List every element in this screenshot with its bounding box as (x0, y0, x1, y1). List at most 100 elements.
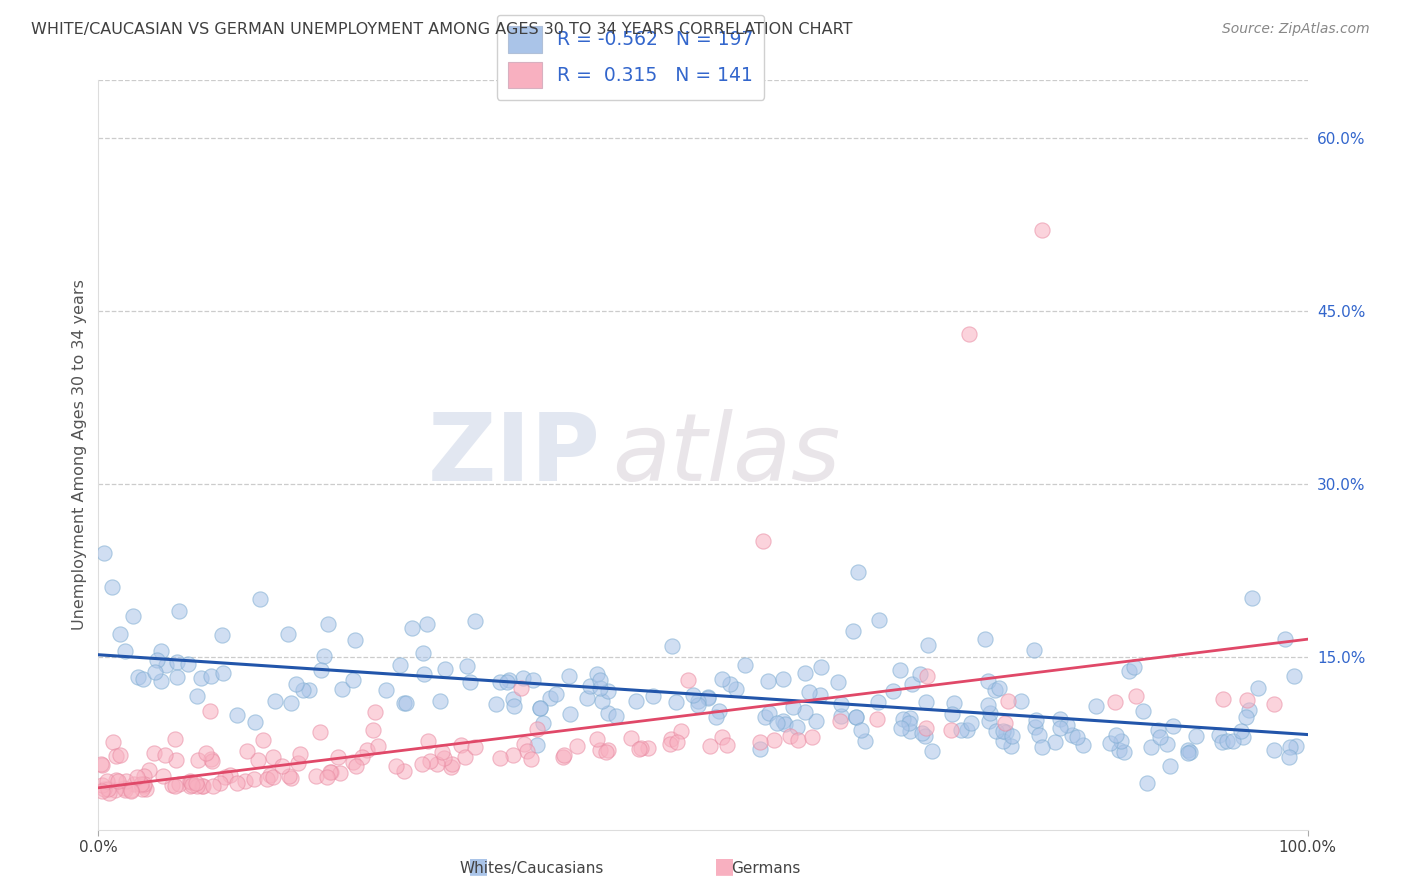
Point (127, 670, 149, 684)
Point (114, 773, 136, 788)
Point (464, 740, 486, 755)
Point (851, 723, 873, 738)
Point (1045, 735, 1067, 749)
Point (786, 733, 808, 747)
Point (827, 674, 849, 689)
Point (1125, 689, 1147, 703)
Point (898, 723, 921, 738)
Point (845, 709, 868, 723)
Point (96, 774, 118, 789)
Point (104, 783, 127, 797)
Point (127, 770, 149, 784)
Point (891, 712, 914, 726)
Point (974, 632, 997, 646)
Point (853, 733, 876, 747)
Point (1146, 723, 1168, 738)
Text: ZIP: ZIP (427, 409, 600, 501)
Point (716, 738, 738, 752)
Point (943, 696, 966, 710)
Point (114, 783, 136, 797)
Point (957, 326, 980, 341)
Point (1112, 745, 1135, 759)
Point (416, 734, 439, 748)
Point (1263, 698, 1285, 712)
Point (394, 696, 416, 710)
Point (1185, 729, 1208, 743)
Point (1132, 704, 1154, 718)
Point (589, 743, 612, 757)
Point (810, 659, 832, 673)
Point (201, 754, 224, 768)
Point (212, 665, 235, 680)
Point (277, 627, 299, 641)
Point (889, 664, 911, 678)
Point (914, 721, 936, 735)
Point (464, 614, 486, 628)
Point (1071, 738, 1094, 752)
Point (356, 742, 378, 756)
Point (165, 731, 187, 746)
Point (488, 675, 510, 690)
Point (960, 715, 983, 730)
Point (950, 723, 973, 737)
Point (186, 775, 208, 789)
Point (1282, 669, 1305, 683)
Point (367, 739, 389, 753)
Point (105, 772, 128, 787)
Point (453, 749, 475, 764)
Point (1118, 665, 1140, 679)
Point (595, 745, 617, 759)
Point (91, 757, 114, 772)
Point (1140, 740, 1163, 755)
Point (1098, 736, 1121, 750)
Point (995, 725, 1018, 739)
Point (1222, 734, 1244, 748)
Point (1212, 691, 1234, 706)
Point (401, 621, 423, 635)
Point (132, 769, 155, 783)
Point (256, 772, 278, 786)
Point (553, 747, 575, 762)
Point (1278, 750, 1301, 764)
Point (830, 697, 852, 711)
Point (163, 779, 186, 793)
Point (914, 730, 936, 744)
Point (661, 639, 683, 653)
Point (589, 673, 612, 688)
Point (979, 706, 1001, 720)
Point (628, 741, 651, 756)
Point (637, 741, 659, 756)
Point (190, 671, 212, 685)
Point (247, 753, 270, 767)
Point (271, 758, 294, 772)
Point (309, 725, 332, 739)
Point (132, 672, 155, 686)
Point (898, 711, 921, 725)
Point (810, 688, 832, 702)
Point (284, 677, 307, 691)
Point (596, 684, 619, 698)
Point (828, 714, 851, 728)
Point (1156, 737, 1178, 751)
Point (298, 682, 321, 697)
Point (754, 710, 776, 724)
Point (236, 744, 259, 758)
Point (993, 724, 1015, 739)
Point (665, 735, 688, 749)
Point (794, 706, 817, 720)
Point (711, 730, 734, 744)
Point (941, 723, 963, 737)
Point (364, 705, 387, 719)
Point (412, 646, 434, 660)
Point (1159, 759, 1181, 773)
Point (1178, 745, 1201, 759)
Point (984, 683, 1007, 698)
Point (93, 546, 115, 560)
Point (585, 667, 607, 681)
Point (526, 722, 548, 736)
Point (941, 706, 963, 721)
Point (1208, 728, 1230, 742)
Point (165, 753, 187, 767)
Point (1278, 739, 1301, 754)
Point (531, 715, 554, 730)
